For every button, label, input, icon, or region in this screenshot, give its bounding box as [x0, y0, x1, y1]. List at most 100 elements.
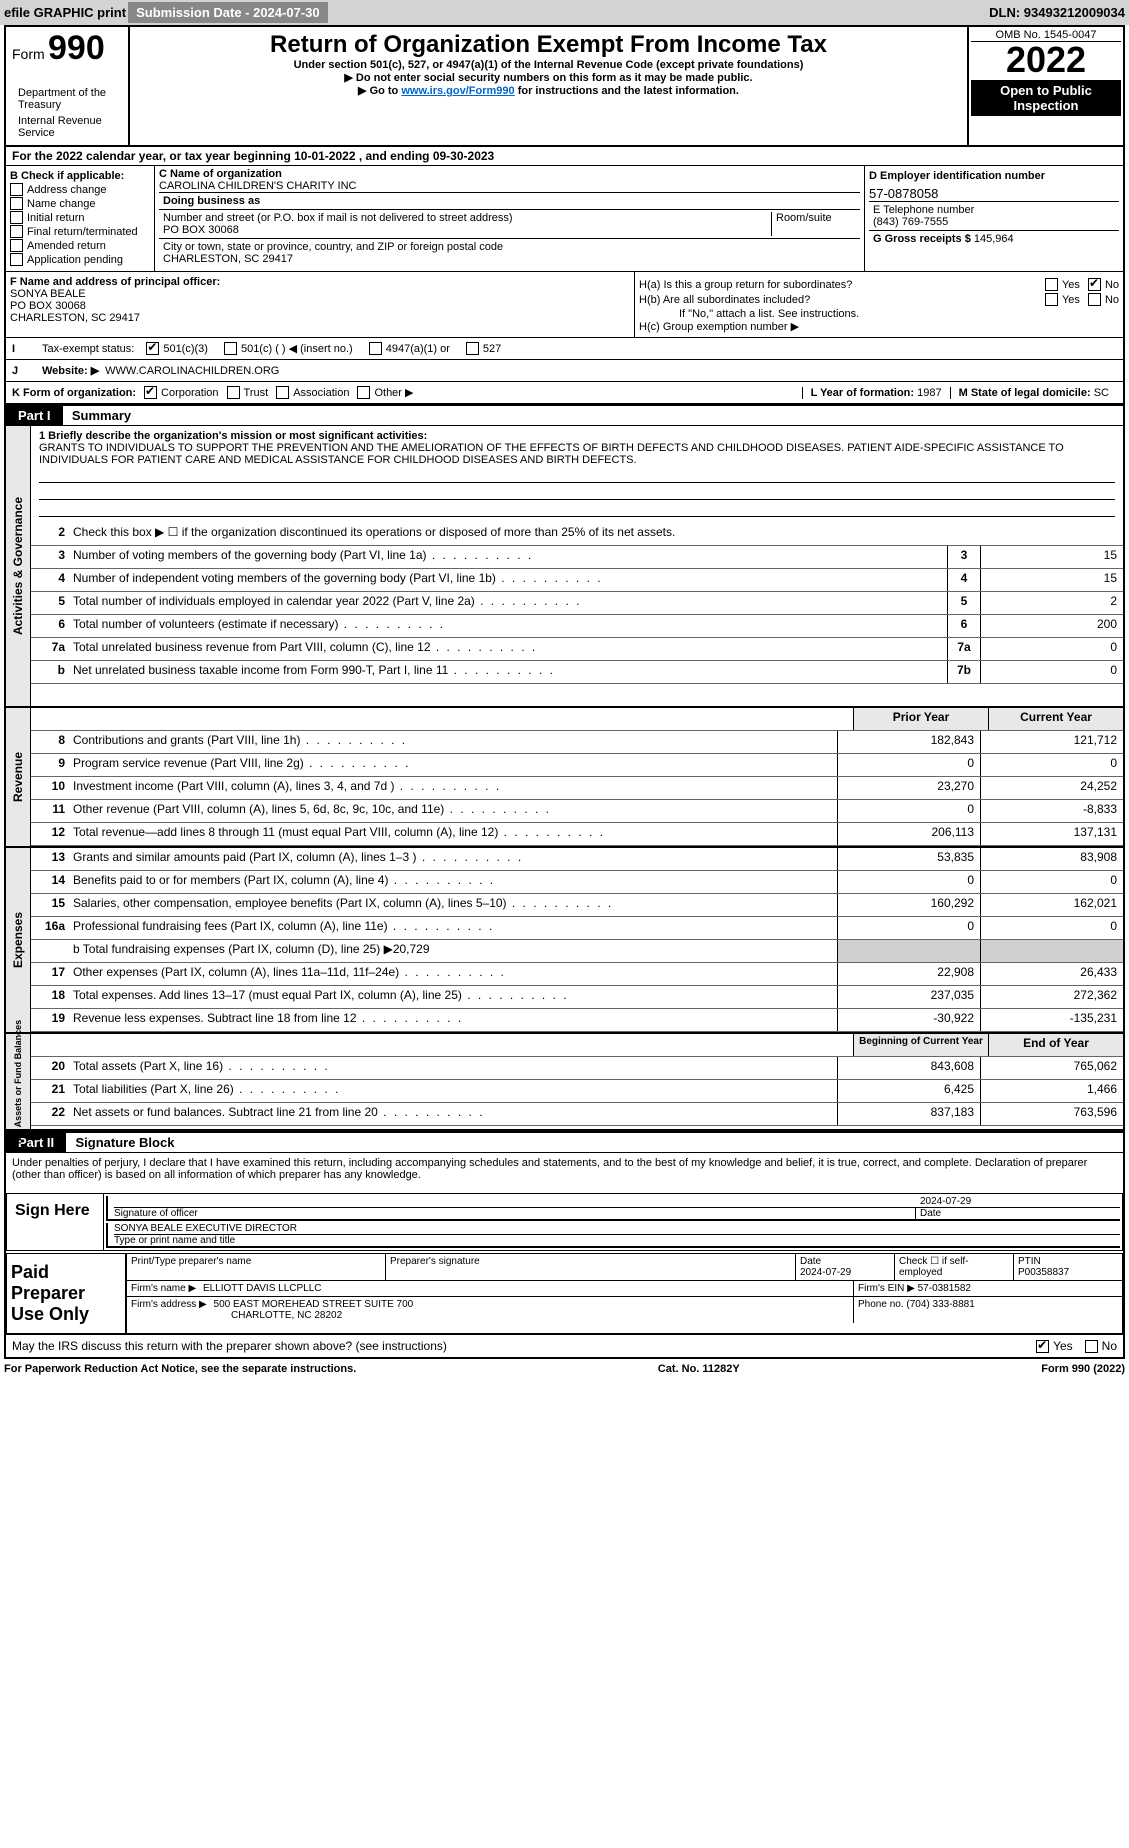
- block-c-name-label: C Name of organization: [159, 168, 860, 180]
- ha-yes-checkbox[interactable]: [1045, 278, 1058, 291]
- sig-date-value: 2024-07-29: [920, 1196, 1120, 1207]
- hb-yes-checkbox[interactable]: [1045, 293, 1058, 306]
- cb-trust[interactable]: [227, 386, 240, 399]
- prep-date-value: 2024-07-29: [800, 1267, 890, 1278]
- table-row: 20 Total assets (Part X, line 16) 843,60…: [31, 1057, 1123, 1080]
- firm-name-value: ELLIOTT DAVIS LLCPLLC: [203, 1283, 322, 1294]
- goto-pre: ▶ Go to: [358, 85, 401, 97]
- block-f-h: F Name and address of principal officer:…: [6, 272, 1123, 338]
- cb-527[interactable]: [466, 342, 479, 355]
- part-i-title: Summary: [72, 408, 131, 423]
- officer-name-title: SONYA BEALE EXECUTIVE DIRECTOR: [114, 1223, 1120, 1234]
- pra-notice: For Paperwork Reduction Act Notice, see …: [4, 1363, 356, 1375]
- table-row: 8 Contributions and grants (Part VIII, l…: [31, 731, 1123, 754]
- form-header: Form 990 Department of the Treasury Inte…: [6, 27, 1123, 147]
- phone-value: (843) 769-7555: [873, 216, 1115, 228]
- header-mid: Return of Organization Exempt From Incom…: [130, 27, 967, 145]
- block-b-label: B Check if applicable:: [10, 170, 150, 182]
- hb-no-checkbox[interactable]: [1088, 293, 1101, 306]
- cb-corporation[interactable]: [144, 386, 157, 399]
- hb-yes: Yes: [1062, 294, 1080, 306]
- cb-label-initial: Initial return: [27, 212, 84, 224]
- label-assoc: Association: [293, 387, 349, 399]
- block-j: J Website: ▶ WWW.CAROLINACHILDREN.ORG: [6, 360, 1123, 382]
- city-value: CHARLESTON, SC 29417: [163, 253, 856, 265]
- sign-here-label: Sign Here: [7, 1194, 104, 1250]
- perjury-declaration: Under penalties of perjury, I declare th…: [6, 1153, 1123, 1185]
- table-row: 12 Total revenue—add lines 8 through 11 …: [31, 823, 1123, 846]
- cb-association[interactable]: [276, 386, 289, 399]
- table-row: 16a Professional fundraising fees (Part …: [31, 917, 1123, 940]
- table-row: 3 Number of voting members of the govern…: [31, 546, 1123, 569]
- label-corp: Corporation: [161, 387, 218, 399]
- cb-4947[interactable]: [369, 342, 382, 355]
- submission-date-button[interactable]: Submission Date - 2024-07-30: [128, 2, 328, 23]
- block-k-l-m: K Form of organization: Corporation Trus…: [6, 382, 1123, 404]
- cb-501c[interactable]: [224, 342, 237, 355]
- line-1-mission: 1 Briefly describe the organization's mi…: [31, 426, 1123, 523]
- phone-label: E Telephone number: [873, 204, 1115, 216]
- cb-501c3[interactable]: [146, 342, 159, 355]
- side-tab-activities: Activities & Governance: [6, 426, 31, 706]
- table-row: 21 Total liabilities (Part X, line 26) 6…: [31, 1080, 1123, 1103]
- website-value: WWW.CAROLINACHILDREN.ORG: [105, 365, 279, 377]
- form-number: 990: [48, 29, 105, 67]
- label-501c: 501(c) ( ) ◀ (insert no.): [241, 342, 353, 355]
- hc-label: H(c) Group exemption number ▶: [639, 320, 1119, 333]
- firm-ein-label: Firm's EIN ▶: [858, 1283, 915, 1294]
- table-row: 11 Other revenue (Part VIII, column (A),…: [31, 800, 1123, 823]
- firm-addr2: CHARLOTTE, NC 28202: [231, 1310, 849, 1321]
- street-value: PO BOX 30068: [163, 224, 771, 236]
- tax-year: 2022: [971, 42, 1121, 78]
- footer: For Paperwork Reduction Act Notice, see …: [0, 1359, 1129, 1379]
- checkbox-address-change[interactable]: [10, 183, 23, 196]
- block-b: B Check if applicable: Address change Na…: [6, 166, 155, 271]
- ptin-label: PTIN: [1018, 1256, 1118, 1267]
- form-warning: ▶ Do not enter social security numbers o…: [138, 71, 959, 84]
- open-public-inspection: Open to Public Inspection: [971, 80, 1121, 116]
- officer-city: CHARLESTON, SC 29417: [10, 312, 630, 324]
- header-left: Form 990 Department of the Treasury Inte…: [6, 27, 130, 145]
- room-suite-label: Room/suite: [771, 212, 856, 236]
- cb-label-address: Address change: [27, 184, 107, 196]
- org-name: CAROLINA CHILDREN'S CHARITY INC: [159, 180, 860, 192]
- form-subtitle: Under section 501(c), 527, or 4947(a)(1)…: [138, 59, 959, 71]
- current-year-header: Current Year: [988, 708, 1123, 730]
- ha-no-checkbox[interactable]: [1088, 278, 1101, 291]
- line1-label: 1 Briefly describe the organization's mi…: [39, 430, 1115, 442]
- table-row: 10 Investment income (Part VIII, column …: [31, 777, 1123, 800]
- ha-yes: Yes: [1062, 279, 1080, 291]
- dept-treasury: Department of the Treasury: [12, 85, 122, 113]
- part-i-label: Part I: [6, 406, 63, 425]
- table-row: b Net unrelated business taxable income …: [31, 661, 1123, 684]
- checkbox-amended[interactable]: [10, 239, 23, 252]
- gross-receipts-label: G Gross receipts $: [873, 233, 971, 245]
- form-label: Form: [12, 46, 45, 62]
- ein-value: 57-0878058: [869, 186, 1119, 201]
- tab-netassets-label: Net Assets or Fund Balances: [13, 1019, 23, 1143]
- m-value: SC: [1094, 387, 1109, 399]
- j-label: Website: ▶: [42, 364, 99, 377]
- form990-link[interactable]: www.irs.gov/Form990: [401, 85, 514, 97]
- officer-name: SONYA BEALE: [10, 288, 630, 300]
- table-row: 13 Grants and similar amounts paid (Part…: [31, 848, 1123, 871]
- checkbox-final-return[interactable]: [10, 225, 23, 238]
- city-label: City or town, state or province, country…: [163, 241, 856, 253]
- sig-officer-label: Signature of officer: [114, 1208, 915, 1219]
- table-row: 14 Benefits paid to or for members (Part…: [31, 871, 1123, 894]
- discuss-yes-checkbox[interactable]: [1036, 1340, 1049, 1353]
- table-row: 19 Revenue less expenses. Subtract line …: [31, 1009, 1123, 1032]
- discuss-no-checkbox[interactable]: [1085, 1340, 1098, 1353]
- checkbox-name-change[interactable]: [10, 197, 23, 210]
- l-label: L Year of formation:: [811, 387, 915, 399]
- discuss-row: May the IRS discuss this return with the…: [6, 1334, 1123, 1357]
- net-assets-section: Net Assets or Fund Balances Beginning of…: [6, 1032, 1123, 1131]
- prep-sig-label: Preparer's signature: [386, 1254, 796, 1280]
- checkbox-initial-return[interactable]: [10, 211, 23, 224]
- block-a-text: For the 2022 calendar year, or tax year …: [12, 149, 494, 163]
- cb-label-final: Final return/terminated: [27, 226, 138, 238]
- checkbox-application[interactable]: [10, 253, 23, 266]
- discuss-label: May the IRS discuss this return with the…: [12, 1339, 447, 1353]
- table-row: 6 Total number of volunteers (estimate i…: [31, 615, 1123, 638]
- cb-other[interactable]: [357, 386, 370, 399]
